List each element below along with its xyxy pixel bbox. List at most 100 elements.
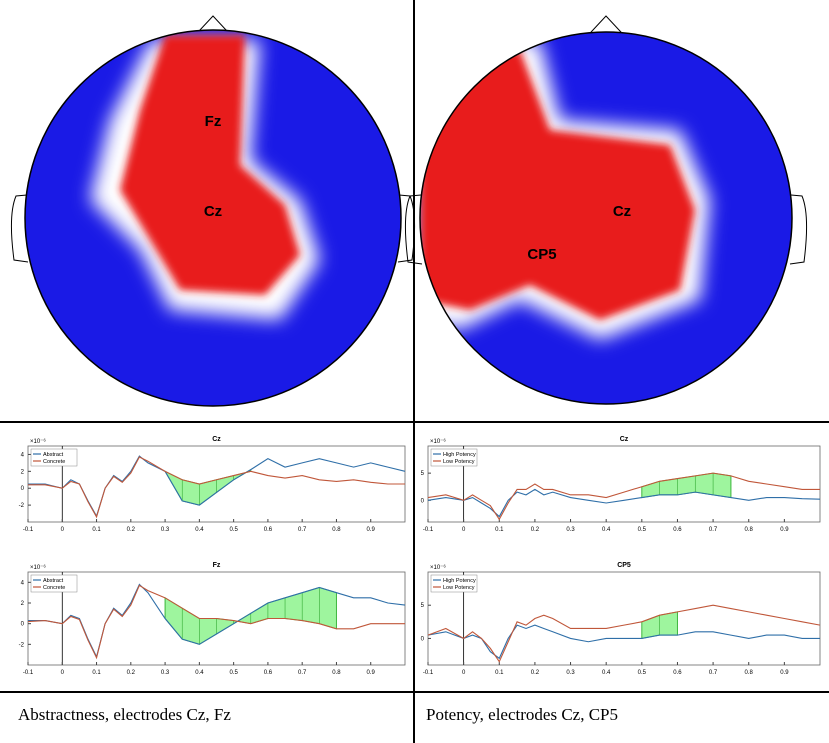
y-tick-label: 5 <box>421 603 425 609</box>
legend-label: Concrete <box>43 459 65 465</box>
x-tick-label: 0.4 <box>602 670 611 676</box>
x-tick-label: 0.8 <box>332 670 341 676</box>
x-tick-label: 0 <box>462 670 466 676</box>
x-tick-label: 0.3 <box>161 527 170 533</box>
ear <box>10 194 29 263</box>
plot-frame <box>427 571 821 666</box>
x-tick-label: 0.2 <box>127 670 136 676</box>
caption: Potency, electrodes Cz, CP5 <box>426 705 618 724</box>
y-tick-label: 0 <box>421 636 425 642</box>
x-tick-label: 0 <box>462 527 466 533</box>
chart-title: Cz <box>620 436 629 443</box>
topomap: Fz Cz <box>10 15 416 407</box>
x-tick-label: 0.4 <box>195 527 204 533</box>
ear <box>404 194 423 265</box>
x-tick-label: 0.3 <box>566 670 575 676</box>
legend-label: Concrete <box>43 585 65 591</box>
legend-label: Abstract <box>43 452 64 458</box>
x-tick-label: 0.6 <box>264 670 273 676</box>
axis-exponent: ×10⁻⁶ <box>30 564 46 571</box>
series-line <box>427 624 820 660</box>
x-tick-label: -0.1 <box>423 527 434 533</box>
chart: Cz ×10⁻⁶ -0.1 0 0.1 0.2 0.3 0.4 0.5 0.6 0.7 0.8 0.9 0… <box>421 436 821 533</box>
x-tick-label: 0.7 <box>298 527 307 533</box>
x-tick-label: 0.6 <box>673 670 682 676</box>
series-line <box>28 456 405 519</box>
x-tick-label: 0.9 <box>367 527 376 533</box>
x-tick-label: 0.1 <box>92 527 101 533</box>
series-line <box>427 488 821 518</box>
x-tick-label: -0.1 <box>23 670 34 676</box>
x-tick-label: 0.6 <box>673 527 682 533</box>
chart: CP5 ×10⁻⁶ -0.1 0 0.1 0.2 0.3 0.4 0.5 0.6 0.7 0.8 0.9… <box>421 562 821 676</box>
axis-exponent: ×10⁻⁶ <box>430 438 446 445</box>
x-tick-label: 0.7 <box>709 670 718 676</box>
chart: Cz ×10⁻⁶ -0.1 0 0.1 0.2 0.3 0.4 0.5 0.6 0.7 0.8 0.9 -… <box>19 436 406 533</box>
x-tick-label: 0.8 <box>745 670 754 676</box>
electrode-label: Fz <box>205 113 222 130</box>
x-tick-label: 0.4 <box>602 527 611 533</box>
x-tick-label: 0.7 <box>709 527 718 533</box>
y-tick-label: 2 <box>21 469 25 475</box>
chart-title: CP5 <box>617 562 631 569</box>
x-tick-label: 0.3 <box>566 527 575 533</box>
x-tick-label: 0.6 <box>264 527 273 533</box>
x-tick-label: 0.4 <box>195 670 204 676</box>
x-tick-label: 0.9 <box>780 670 789 676</box>
x-tick-label: 0.5 <box>638 527 647 533</box>
axis-exponent: ×10⁻⁶ <box>30 438 46 445</box>
y-tick-label: 4 <box>21 452 25 458</box>
electrode-label: Cz <box>204 203 222 220</box>
legend-label: Abstract <box>43 578 64 584</box>
x-tick-label: 0.8 <box>332 527 341 533</box>
electrode-label: Cz <box>613 203 631 220</box>
x-tick-label: 0.8 <box>745 527 754 533</box>
legend-box <box>30 574 78 593</box>
legend-box <box>30 448 78 467</box>
caption: Abstractness, electrodes Cz, Fz <box>18 705 231 724</box>
x-tick-label: 0 <box>61 670 65 676</box>
legend-label: Low Potency <box>443 585 475 591</box>
x-tick-label: 0.2 <box>531 527 540 533</box>
x-tick-label: 0.5 <box>638 670 647 676</box>
x-tick-label: 0.1 <box>495 527 504 533</box>
chart-title: Fz <box>213 562 221 569</box>
x-tick-label: 0.5 <box>229 527 238 533</box>
y-tick-label: 2 <box>21 601 25 607</box>
x-tick-label: 0.1 <box>92 670 101 676</box>
y-tick-label: 0 <box>21 486 25 492</box>
x-tick-label: 0 <box>61 527 65 533</box>
chart: Fz ×10⁻⁶ -0.1 0 0.1 0.2 0.3 0.4 0.5 0.6 0.7 0.8 0.9 -… <box>19 562 406 676</box>
ear <box>397 194 416 263</box>
axis-exponent: ×10⁻⁶ <box>430 564 446 571</box>
plot-frame <box>427 445 821 523</box>
x-tick-label: 0.1 <box>495 670 504 676</box>
x-tick-label: -0.1 <box>23 527 34 533</box>
series-line <box>427 472 820 521</box>
y-tick-label: 5 <box>421 471 425 477</box>
x-tick-label: 0.9 <box>780 527 789 533</box>
legend-box <box>430 448 478 467</box>
x-tick-label: 0.7 <box>298 670 307 676</box>
legend-label: High Potency <box>443 578 476 584</box>
y-tick-label: 4 <box>21 580 25 586</box>
x-tick-label: 0.2 <box>127 527 136 533</box>
x-tick-label: -0.1 <box>423 670 434 676</box>
y-tick-label: -2 <box>19 642 25 648</box>
legend-box <box>430 574 478 593</box>
legend-label: Low Potency <box>443 459 475 465</box>
chart-title: Cz <box>212 436 221 443</box>
electrode-label: CP5 <box>527 246 556 263</box>
legend-label: High Potency <box>443 452 476 458</box>
x-tick-label: 0.3 <box>161 670 170 676</box>
x-tick-label: 0.9 <box>367 670 376 676</box>
y-tick-label: 0 <box>21 622 25 628</box>
topomap: Cz CP5 <box>404 15 808 405</box>
x-tick-label: 0.5 <box>229 670 238 676</box>
y-tick-label: -2 <box>19 503 25 509</box>
